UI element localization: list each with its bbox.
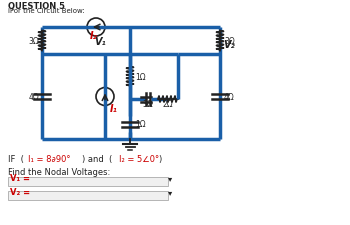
Text: ▾: ▾ (168, 174, 172, 183)
Text: 1Ω: 1Ω (135, 73, 146, 82)
Text: iFor the Circuit Below:: iFor the Circuit Below: (8, 8, 85, 14)
FancyBboxPatch shape (8, 177, 168, 186)
Text: V₂ =: V₂ = (10, 188, 30, 197)
Text: I₂ = 5∠0°: I₂ = 5∠0° (119, 154, 159, 163)
Text: 3Ω: 3Ω (224, 37, 235, 46)
Text: 4Ω: 4Ω (28, 93, 39, 101)
Text: Find the Nodal Voltages:: Find the Nodal Voltages: (8, 167, 110, 176)
Text: 4Ω: 4Ω (224, 93, 235, 101)
Text: V₂: V₂ (223, 40, 235, 50)
Text: V₁: V₁ (94, 37, 106, 47)
Text: I₂: I₂ (90, 31, 98, 41)
Text: QUESTION 5: QUESTION 5 (8, 2, 65, 11)
Text: ▾: ▾ (168, 188, 172, 197)
Text: 2Ω: 2Ω (163, 99, 173, 108)
Text: 3Ω: 3Ω (28, 37, 39, 46)
Text: 3Ω: 3Ω (143, 99, 153, 108)
Text: ): ) (158, 154, 161, 163)
Text: I₁ = 8∂90°: I₁ = 8∂90° (28, 154, 70, 163)
Text: IF  (: IF ( (8, 154, 24, 163)
FancyBboxPatch shape (8, 191, 168, 200)
Text: 1Ω: 1Ω (135, 120, 146, 129)
Text: V₁ =: V₁ = (10, 174, 30, 183)
Text: I₁: I₁ (110, 104, 118, 114)
Text: ) and  (: ) and ( (82, 154, 112, 163)
